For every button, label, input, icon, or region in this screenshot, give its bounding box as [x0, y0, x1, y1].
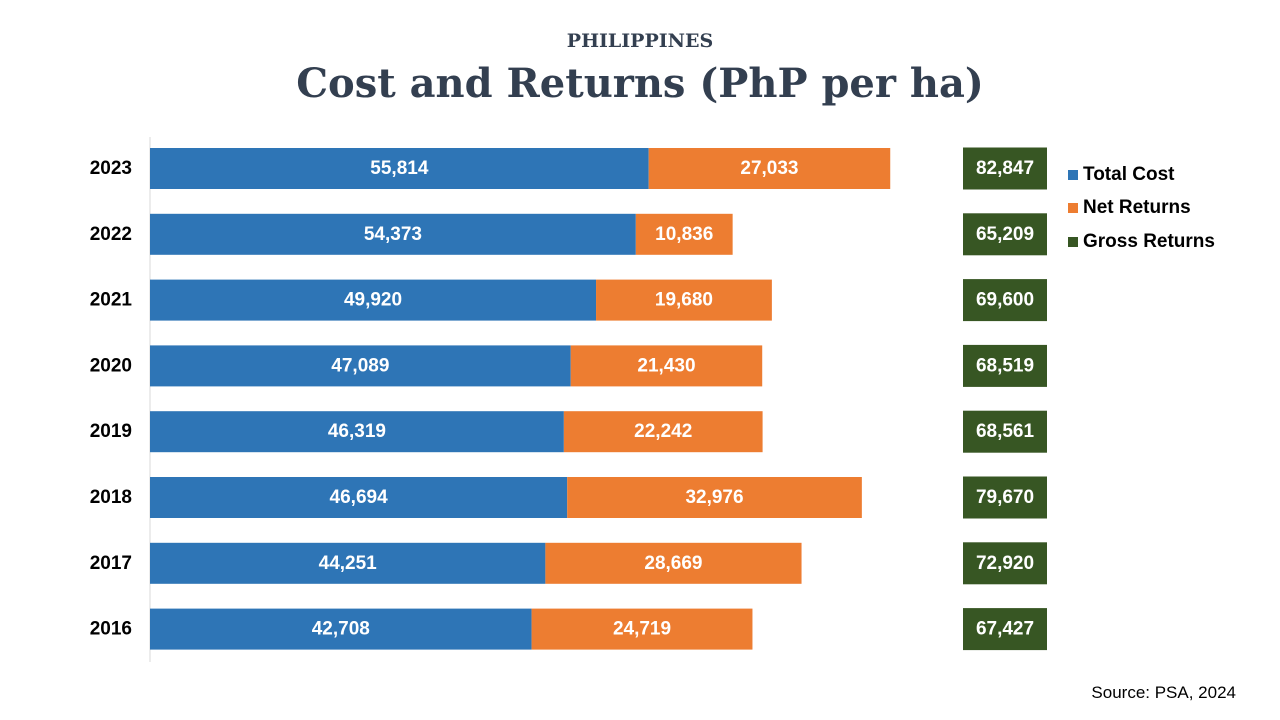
- bar-total-cost-2019: [150, 411, 564, 453]
- legend-swatch-gross-returns: [1068, 236, 1078, 247]
- gross-returns-box-2016: [963, 608, 1047, 651]
- data-label-gross-returns-2018: 79,670: [976, 487, 1034, 508]
- category-label-2017: 2017: [90, 553, 132, 574]
- category-label-2023: 2023: [90, 158, 132, 179]
- legend: Total Cost Net Returns Gross Returns: [1068, 158, 1215, 259]
- bar-net-returns-2017: [545, 542, 802, 584]
- data-label-net-returns-2021: 19,680: [655, 290, 713, 311]
- data-label-total-cost-2020: 47,089: [331, 355, 389, 376]
- bar-total-cost-2023: [150, 148, 649, 189]
- bar-total-cost-2016: [150, 608, 532, 650]
- data-label-net-returns-2020: 21,430: [637, 355, 695, 376]
- gross-returns-box-2021: [963, 279, 1047, 322]
- gross-returns-box-2018: [963, 476, 1047, 519]
- bar-net-returns-2020: [570, 345, 763, 387]
- bar-net-returns-2019: [563, 411, 763, 453]
- category-label-2020: 2020: [90, 355, 132, 376]
- source-note: Source: PSA, 2024: [1091, 683, 1236, 702]
- legend-label-total-cost: Total Cost: [1083, 163, 1175, 185]
- data-label-gross-returns-2021: 69,600: [976, 290, 1034, 311]
- bar-net-returns-2023: [648, 148, 891, 189]
- data-label-total-cost-2019: 46,319: [328, 421, 386, 442]
- gross-returns-box-2022: [963, 213, 1047, 256]
- data-label-total-cost-2021: 49,920: [344, 290, 402, 311]
- data-label-net-returns-2019: 22,242: [634, 421, 692, 442]
- data-label-gross-returns-2020: 68,519: [976, 355, 1034, 376]
- legend-item-total-cost: Total Cost: [1068, 158, 1215, 192]
- legend-swatch-total-cost: [1068, 169, 1078, 180]
- gross-returns-box-2020: [963, 344, 1047, 387]
- bar-net-returns-2016: [531, 608, 753, 650]
- legend-item-gross-returns: Gross Returns: [1068, 225, 1215, 259]
- chart-subtitle: PHILIPPINES: [566, 30, 714, 52]
- legend-label-net-returns: Net Returns: [1083, 197, 1191, 219]
- data-label-net-returns-2018: 32,976: [685, 487, 743, 508]
- bar-total-cost-2020: [150, 345, 571, 387]
- data-label-gross-returns-2022: 65,209: [976, 224, 1034, 245]
- data-label-total-cost-2023: 55,814: [370, 158, 429, 179]
- bar-total-cost-2021: [150, 279, 597, 321]
- data-label-net-returns-2016: 24,719: [613, 619, 671, 640]
- data-label-net-returns-2022: 10,836: [655, 224, 713, 245]
- chart-title: Cost and Returns (PhP per ha): [296, 60, 984, 107]
- data-label-net-returns-2017: 28,669: [644, 553, 702, 574]
- legend-item-net-returns: Net Returns: [1068, 192, 1215, 226]
- gross-returns-box-2017: [963, 542, 1047, 585]
- gross-returns-box-2019: [963, 410, 1047, 453]
- category-label-2019: 2019: [90, 421, 132, 442]
- bar-total-cost-2022: [150, 213, 636, 255]
- data-label-gross-returns-2017: 72,920: [976, 553, 1034, 574]
- data-label-gross-returns-2023: 82,847: [976, 158, 1034, 179]
- data-label-gross-returns-2016: 67,427: [976, 619, 1034, 640]
- legend-label-gross-returns: Gross Returns: [1083, 230, 1215, 252]
- data-label-total-cost-2018: 46,694: [330, 487, 389, 508]
- data-label-total-cost-2017: 44,251: [319, 553, 378, 574]
- gross-returns-box-2023: [963, 147, 1047, 190]
- data-label-total-cost-2022: 54,373: [364, 224, 422, 245]
- category-label-2022: 2022: [90, 224, 132, 245]
- category-label-2018: 2018: [90, 487, 132, 508]
- data-label-net-returns-2023: 27,033: [740, 158, 798, 179]
- legend-swatch-net-returns: [1068, 203, 1078, 214]
- category-label-2021: 2021: [90, 290, 133, 311]
- bar-net-returns-2021: [596, 279, 772, 321]
- data-label-gross-returns-2019: 68,561: [976, 421, 1035, 442]
- bar-net-returns-2018: [567, 477, 862, 518]
- bar-total-cost-2017: [150, 542, 546, 584]
- bar-net-returns-2022: [635, 213, 733, 255]
- category-label-2016: 2016: [90, 619, 132, 640]
- data-label-total-cost-2016: 42,708: [312, 619, 370, 640]
- bar-total-cost-2018: [150, 477, 568, 518]
